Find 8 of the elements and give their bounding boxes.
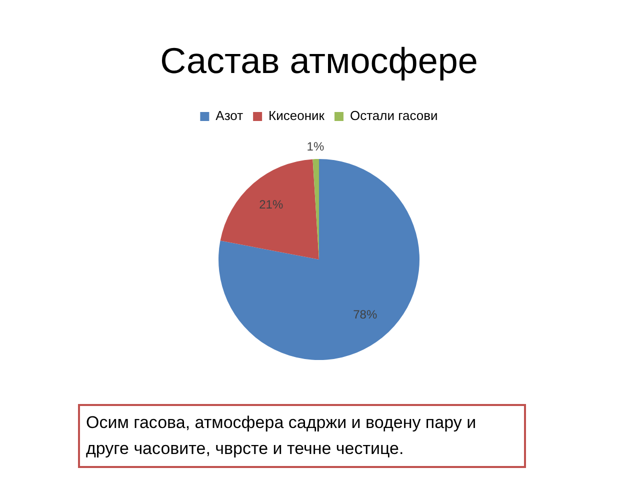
legend-label: Остали гасови bbox=[350, 108, 438, 124]
text: Осим гасова, атмосфера садржи и водену пару и друге часовите, чврсте и течне честице. bbox=[78, 404, 526, 468]
legend-label: Азот bbox=[216, 108, 244, 124]
chart-title: Састав атмосфере bbox=[159, 40, 479, 82]
data-label: 1% bbox=[306, 139, 324, 154]
data-label: 21% bbox=[259, 198, 284, 212]
legend-label: Кисеоник bbox=[268, 108, 325, 124]
data-label: 78% bbox=[353, 308, 378, 322]
